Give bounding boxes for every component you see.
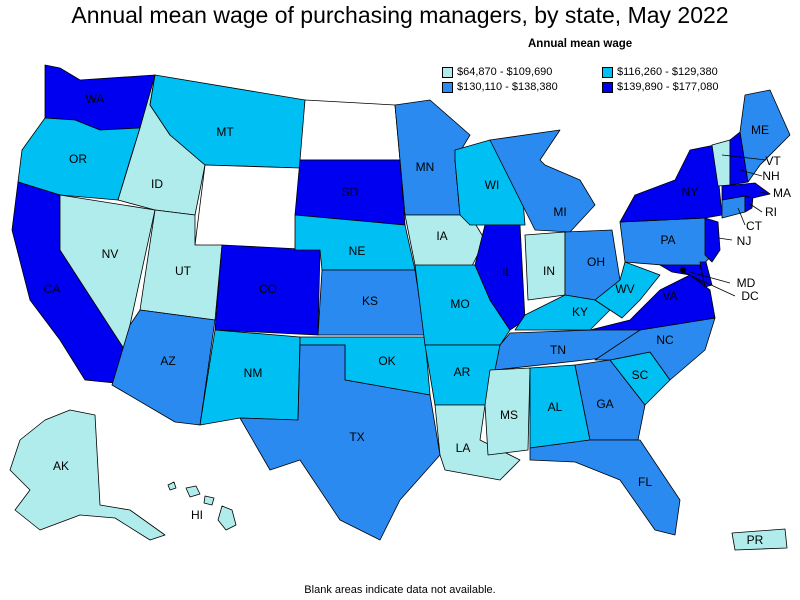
legend-swatch-4 xyxy=(602,81,613,93)
state-nd xyxy=(299,99,401,161)
legend-item-3: $130,110 - $138,380 xyxy=(442,81,558,93)
map-title: Annual mean wage of purchasing managers,… xyxy=(71,2,729,28)
dc-marker xyxy=(680,267,686,273)
label-wv: WV xyxy=(615,282,634,296)
legend-label-2: $116,260 - $129,380 xyxy=(617,66,718,78)
state-la xyxy=(434,404,521,481)
label-sc: SC xyxy=(632,368,649,382)
legend-swatch-3 xyxy=(442,81,453,93)
label-ak: AK xyxy=(53,459,69,473)
label-tn: TN xyxy=(550,343,566,357)
leader-line-ct xyxy=(737,207,746,226)
label-ct: CT xyxy=(746,219,763,233)
label-me: ME xyxy=(751,123,769,137)
label-nj: NJ xyxy=(737,234,752,248)
leader-line-nj xyxy=(717,237,733,241)
label-wa: WA xyxy=(86,92,105,106)
leader-line-ri xyxy=(749,203,763,213)
state-md xyxy=(659,264,706,286)
legend-label-4: $139,890 - $177,080 xyxy=(617,81,719,93)
state-fl xyxy=(529,439,681,536)
state-nj xyxy=(704,217,721,263)
legend-swatch-2 xyxy=(602,66,613,78)
label-ma: MA xyxy=(773,186,791,200)
state-ms xyxy=(484,367,531,456)
state-ny xyxy=(619,144,723,223)
label-mi: MI xyxy=(553,205,566,219)
label-in: IN xyxy=(543,264,555,278)
state-az xyxy=(111,309,216,426)
footnote: Blank areas indicate data not available. xyxy=(304,584,496,596)
label-tx: TX xyxy=(349,430,364,444)
label-ut: UT xyxy=(175,264,192,278)
legend-label-1: $64,870 - $109,690 xyxy=(457,66,553,78)
label-co: CO xyxy=(259,282,277,296)
state-hi xyxy=(167,481,237,531)
label-ok: OK xyxy=(378,354,395,368)
leader-line-vt xyxy=(721,154,767,161)
label-wi: WI xyxy=(485,178,500,192)
label-ca: CA xyxy=(44,282,61,296)
label-mn: MN xyxy=(416,160,435,174)
label-hi: HI xyxy=(191,508,203,522)
state-ga xyxy=(574,359,646,441)
state-me xyxy=(739,89,791,183)
state-ma xyxy=(721,182,771,201)
legend-item-1: $64,870 - $109,690 xyxy=(442,66,552,78)
label-pa: PA xyxy=(660,233,675,247)
label-fl: FL xyxy=(638,475,652,489)
label-ia: IA xyxy=(436,229,447,243)
label-al: AL xyxy=(548,400,563,414)
leader-line-md xyxy=(689,271,731,284)
label-il: IL xyxy=(502,265,512,279)
leader-line-dc xyxy=(682,271,736,297)
label-md: MD xyxy=(737,276,756,290)
state-ak xyxy=(9,409,166,541)
label-mo: MO xyxy=(450,297,469,311)
legend-item-2: $116,260 - $129,380 xyxy=(602,66,718,78)
label-nh: NH xyxy=(762,169,779,183)
label-nc: NC xyxy=(656,333,674,347)
leader-line-ma xyxy=(759,191,771,195)
legend-swatch-1 xyxy=(442,66,453,78)
state-ri xyxy=(744,195,754,213)
state-tx xyxy=(239,344,441,541)
label-id: ID xyxy=(151,177,163,191)
legend-title: Annual mean wage xyxy=(528,38,633,50)
label-ga: GA xyxy=(596,397,613,411)
state-mi xyxy=(489,129,596,233)
state-va xyxy=(589,274,716,331)
label-nm: NM xyxy=(244,366,263,380)
label-pr: PR xyxy=(747,533,764,547)
label-mt: MT xyxy=(216,125,234,139)
label-nv: NV xyxy=(102,247,119,261)
label-or: OR xyxy=(69,152,87,166)
label-oh: OH xyxy=(587,255,605,269)
label-dc: DC xyxy=(741,289,759,303)
label-ar: AR xyxy=(454,365,471,379)
label-va: VA xyxy=(662,289,677,303)
legend-item-4: $139,890 - $177,080 xyxy=(602,81,719,93)
label-ri: RI xyxy=(765,205,777,219)
state-pr xyxy=(731,528,788,551)
state-wv xyxy=(594,261,661,319)
label-ny: NY xyxy=(682,185,699,199)
leader-line-nh xyxy=(739,169,763,177)
label-ms: MS xyxy=(500,408,518,422)
state-il xyxy=(474,224,526,331)
label-la: LA xyxy=(456,441,471,455)
label-ky: KY xyxy=(572,305,588,319)
label-ks: KS xyxy=(362,294,378,308)
label-vt: VT xyxy=(765,154,781,168)
label-sd: SD xyxy=(342,185,359,199)
label-ne: NE xyxy=(349,244,366,258)
legend-label-3: $130,110 - $138,380 xyxy=(457,81,558,93)
state-wy xyxy=(194,164,301,251)
label-az: AZ xyxy=(160,354,175,368)
